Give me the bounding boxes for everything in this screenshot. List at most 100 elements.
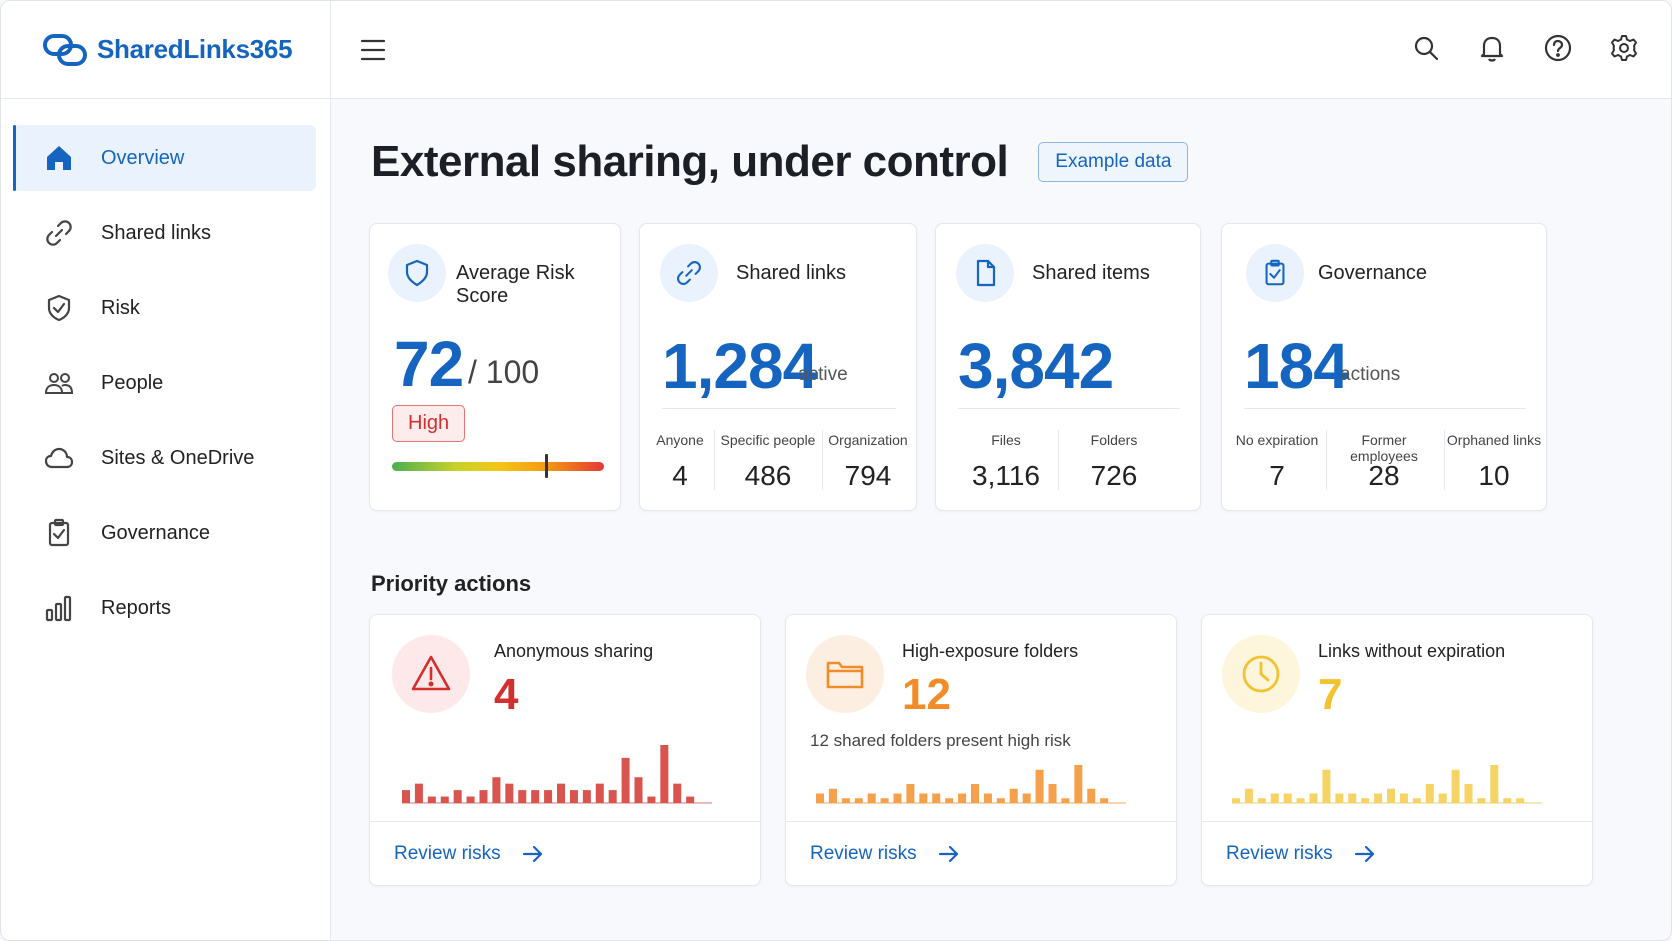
sparkline-bar — [440, 796, 449, 803]
warning-icon-circle — [392, 635, 470, 713]
link-icon — [46, 220, 72, 246]
sparkline-bar — [1100, 798, 1109, 803]
divider — [714, 430, 715, 490]
sparkline-bar — [492, 777, 501, 803]
links-without-expiration-sparkline — [1232, 765, 1542, 804]
sparkline-bar — [1244, 788, 1253, 803]
review-risks-link[interactable]: Review risks — [1202, 821, 1592, 885]
card-label: Average Risk Score — [456, 262, 575, 307]
sidebar-item-label: Reports — [101, 596, 172, 619]
help-icon[interactable] — [1543, 33, 1573, 63]
review-risks-link[interactable]: Review risks — [786, 821, 1176, 885]
sidebar-item-people[interactable]: People — [13, 350, 316, 416]
sparkline-bar — [1477, 798, 1486, 803]
priority-card-anonymous-sharing: Anonymous sharing 4 Review risks — [369, 614, 761, 886]
priority-value: 4 — [494, 670, 519, 719]
clipboard-check-icon — [48, 518, 70, 547]
priority-card-links-without-expiration: Links without expiration 7 Review risks — [1201, 614, 1593, 886]
sparkline-bar — [1035, 769, 1044, 803]
search-icon[interactable] — [1411, 33, 1441, 63]
breakdown-value: 4 — [672, 460, 688, 491]
sparkline-bar — [1374, 793, 1383, 803]
review-risks-label: Review risks — [1226, 842, 1333, 864]
governance-value: 184 — [1244, 330, 1349, 402]
breakdown-label: Anyone — [656, 432, 704, 448]
sparkline-bar — [427, 796, 436, 803]
sparkline-bar — [854, 798, 863, 803]
shared-links-card: Shared links 1,284 active Anyone 4 Speci… — [639, 223, 917, 511]
bell-icon[interactable] — [1477, 33, 1507, 63]
sparkline-bar — [1490, 765, 1499, 803]
risk-score-card: Average Risk Score 72 / 100 High — [369, 223, 621, 511]
logo-icon — [43, 33, 87, 66]
governance-unit: actions — [1340, 364, 1401, 385]
card-label: Governance — [1318, 262, 1427, 284]
risk-score-suffix: / 100 — [468, 354, 540, 390]
breakdown-label: No expiration — [1235, 432, 1319, 448]
arrow-right-icon — [1354, 845, 1374, 862]
sparkline-bar — [828, 788, 837, 803]
menu-icon[interactable] — [359, 37, 387, 63]
anonymous-sharing-sparkline — [402, 745, 712, 804]
sparkline-bar — [518, 790, 527, 803]
items-icon-circle — [956, 244, 1014, 302]
sparkline-bar — [1412, 798, 1421, 803]
sparkline-bar — [919, 793, 928, 803]
priority-label: Anonymous sharing — [494, 641, 654, 661]
sparkline-bar — [1309, 793, 1318, 803]
sparkline-bar — [945, 798, 954, 803]
sparkline-bar — [1270, 793, 1279, 803]
breakdown-value: 28 — [1368, 460, 1400, 491]
breakdown-label: Files — [991, 432, 1021, 448]
link-icon — [677, 261, 701, 285]
arrow-right-icon — [938, 845, 958, 862]
sidebar-nav: Overview Shared links Risk People Sites … — [1, 99, 330, 641]
breakdown-value: 3,116 — [972, 460, 1040, 491]
sparkline-bar — [673, 783, 682, 803]
file-icon — [976, 259, 996, 287]
sparkline-bar — [1087, 788, 1096, 803]
sparkline-bar — [531, 790, 540, 803]
sparkline-bar — [1387, 788, 1396, 803]
sidebar-item-reports[interactable]: Reports — [13, 575, 316, 641]
brand[interactable]: SharedLinks365 — [1, 1, 330, 99]
sparkline-bar — [1425, 784, 1434, 803]
shield-icon — [405, 259, 429, 287]
sparkline-bar — [1503, 798, 1512, 803]
folder-icon-circle — [806, 635, 884, 713]
high-exposure-folders-sparkline — [816, 765, 1126, 804]
divider — [1058, 430, 1059, 490]
settings-icon[interactable] — [1609, 33, 1639, 63]
page-title: External sharing, under control — [371, 137, 1009, 186]
shared-items-value: 3,842 — [958, 330, 1114, 402]
review-risks-link[interactable]: Review risks — [370, 821, 760, 885]
breakdown-value: 726 — [1090, 460, 1138, 491]
shared-links-value: 1,284 — [662, 330, 818, 402]
sidebar-item-governance[interactable]: Governance — [13, 500, 316, 566]
risk-icon-circle — [388, 244, 446, 302]
sparkline-bar — [1232, 798, 1241, 803]
sparkline-bar — [1464, 784, 1473, 803]
sidebar-item-overview[interactable]: Overview — [13, 125, 316, 191]
sparkline-bar — [867, 793, 876, 803]
sparkline-bar — [1399, 793, 1408, 803]
priority-card-high-exposure-folders: High-exposure folders 12 12 shared folde… — [785, 614, 1177, 886]
topbar-actions — [1411, 33, 1639, 63]
sidebar-item-shared-links[interactable]: Shared links — [13, 200, 316, 266]
bar-chart-icon — [45, 595, 72, 622]
sidebar-item-risk[interactable]: Risk — [13, 275, 316, 341]
sparkline-bar — [958, 793, 967, 803]
governance-card: Governance 184 actions No expiration 7 F… — [1221, 223, 1547, 511]
sparkline-bar — [660, 745, 669, 803]
sparkline-bar — [505, 783, 514, 803]
shared-items-card: Shared items 3,842 Files 3,116 Folders 7… — [935, 223, 1201, 511]
review-risks-label: Review risks — [810, 842, 917, 864]
sparkline-bar — [1061, 798, 1070, 803]
sidebar-item-label: Overview — [101, 146, 185, 169]
clock-icon — [1242, 655, 1280, 693]
sparkline-bar — [880, 798, 889, 803]
sidebar-item-sites-onedrive[interactable]: Sites & OneDrive — [13, 425, 316, 491]
risk-gauge — [392, 462, 604, 471]
example-data-badge: Example data — [1038, 142, 1189, 182]
